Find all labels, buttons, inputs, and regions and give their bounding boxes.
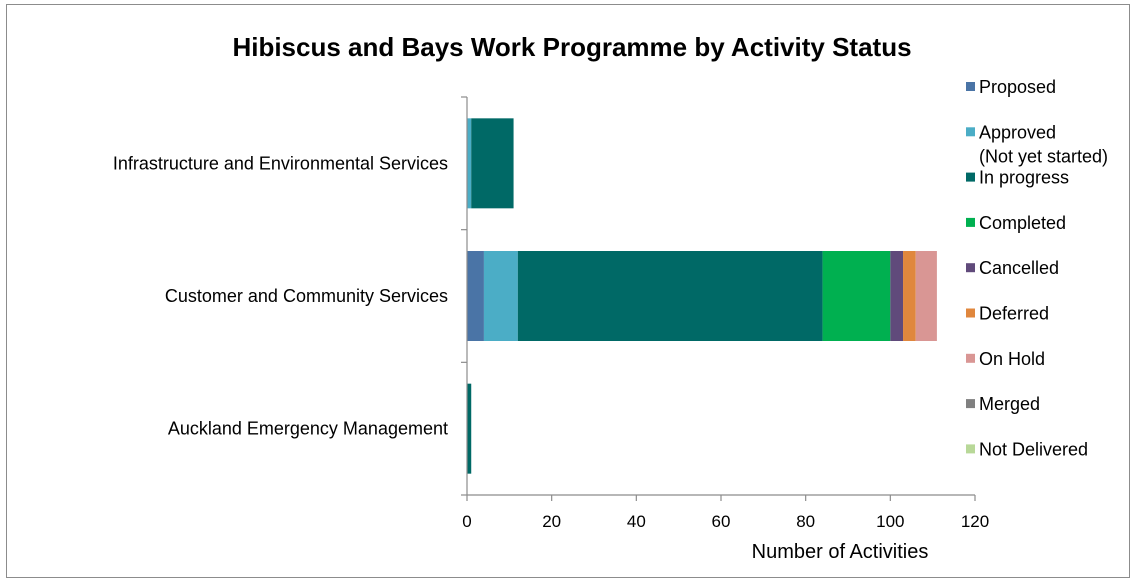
- legend-swatch-3: [966, 217, 975, 227]
- bar-1-4: [890, 251, 904, 341]
- legend-swatch-4: [966, 263, 975, 273]
- legend-swatch-1: [966, 127, 975, 137]
- category-label-1: Customer and Community Services: [165, 286, 448, 306]
- x-tick-label-1: 20: [542, 512, 561, 531]
- legend-label-4: Cancelled: [979, 258, 1059, 278]
- category-label-0: Infrastructure and Environmental Service…: [113, 153, 448, 173]
- axes-group: [461, 96, 976, 501]
- legend-label-1-line-1: (Not yet started): [979, 146, 1108, 166]
- x-tick-label-4: 80: [796, 512, 815, 531]
- x-tick-label-3: 60: [712, 512, 731, 531]
- legend-swatch-0: [966, 82, 975, 91]
- legend-label-0: Proposed: [979, 77, 1056, 97]
- x-tick-label-5: 100: [876, 512, 904, 531]
- legend: Proposed Approved (Not yet started)In prog…: [966, 77, 1108, 459]
- legend-label-7: Merged: [979, 394, 1040, 414]
- bar-0-1: [467, 118, 472, 209]
- legend-label-5: Deferred: [979, 304, 1049, 324]
- bar-1-6: [915, 251, 937, 341]
- bar-1-0: [467, 251, 484, 341]
- bar-1-2: [517, 251, 823, 341]
- bar-1-5: [903, 251, 916, 341]
- chart-title: Hibiscus and Bays Work Programme by Acti…: [232, 32, 911, 62]
- legend-label-8: Not Delivered: [979, 439, 1088, 459]
- legend-swatch-7: [966, 399, 975, 409]
- legend-label-1-line-0: Approved: [979, 122, 1056, 142]
- legend-label-6: On Hold: [979, 349, 1045, 369]
- legend-label-2: In progress: [979, 168, 1069, 188]
- legend-swatch-8: [966, 444, 975, 454]
- bar-2-2: [467, 383, 472, 474]
- legend-swatch-6: [966, 353, 975, 363]
- category-label-2: Auckland Emergency Management: [168, 419, 448, 439]
- category-labels: Infrastructure and Environmental Service…: [113, 153, 448, 438]
- x-tick-label-6: 120: [961, 512, 989, 531]
- bar-1-1: [483, 251, 518, 341]
- x-tick-label-0: 0: [462, 512, 471, 531]
- legend-label-3: Completed: [979, 213, 1066, 233]
- legend-swatch-5: [966, 308, 975, 318]
- bar-0-2: [471, 118, 514, 209]
- bars-group: [467, 118, 937, 474]
- x-axis-label: Number of Activities: [752, 541, 929, 563]
- bar-1-3: [822, 251, 891, 341]
- legend-swatch-2: [966, 172, 975, 182]
- x-tick-label-2: 40: [627, 512, 646, 531]
- tick-labels: 0 20 40 60 80 100 120: [462, 512, 989, 531]
